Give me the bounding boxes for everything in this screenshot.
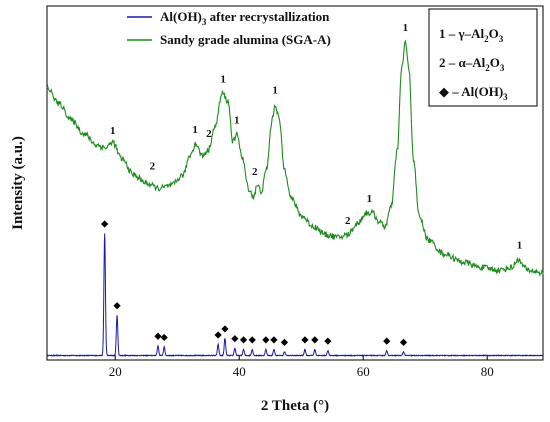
aloh3-peak-marker: [301, 336, 309, 344]
phase-key-entry: ◆ – Al(OH)3: [439, 84, 508, 102]
phase-peak-label: 1: [110, 125, 116, 137]
series-al-oh3-line: [46, 233, 544, 358]
x-tick-label: 60: [357, 364, 370, 379]
aloh3-peak-marker: [262, 336, 270, 344]
x-tick-label: 20: [109, 364, 122, 379]
phase-peak-label: 2: [345, 215, 351, 227]
phase-key-entry: 2 – α–Al2O3: [439, 55, 505, 73]
aloh3-peak-marker: [160, 333, 168, 342]
legend: Al(OH)3 after recrystallization Sandy gra…: [127, 9, 331, 47]
legend-label: Sandy grade alumina (SGA-A): [160, 32, 331, 47]
x-axis: 20 40 60 80: [109, 355, 494, 379]
phase-peak-label: 1: [403, 22, 409, 34]
legend-label: Al(OH)3 after recrystallization: [160, 9, 330, 27]
phase-peak-label: 2: [206, 128, 212, 140]
phase-key-entry: 1 – γ–Al2O3: [439, 26, 504, 44]
aloh3-peak-marker: [214, 331, 222, 339]
phase-peak-label: 2: [252, 166, 258, 178]
aloh3-peak-marker: [231, 335, 239, 343]
y-axis-title: Intensity (a.u.): [10, 136, 26, 230]
phase-peak-label: 1: [234, 114, 240, 126]
phase-peak-label: 1: [192, 124, 198, 136]
aloh3-peak-marker: [221, 325, 229, 333]
phase-peak-label: 2: [150, 161, 156, 173]
plot-frame: [46, 5, 544, 361]
x-axis-title: 2 Theta (°): [261, 398, 329, 414]
aloh3-peak-marker: [101, 220, 109, 228]
aloh3-peak-marker: [248, 336, 256, 344]
x-tick-label: 80: [481, 364, 494, 379]
x-tick-label: 40: [233, 364, 246, 379]
aloh3-peak-marker: [383, 337, 391, 345]
phase-key-box: [428, 8, 538, 107]
aloh3-peak-marker: [270, 336, 278, 344]
aloh3-peak-marker: [280, 338, 289, 346]
phase-peak-label: 1: [220, 74, 226, 86]
series-layer: [46, 39, 544, 358]
phase-peak-label: 1: [272, 84, 278, 96]
aloh3-peak-marker: [154, 332, 162, 340]
series-sga-a-line: [46, 39, 544, 277]
aloh3-peak-marker: [324, 337, 332, 345]
aloh3-peak-marker: [399, 338, 408, 346]
aloh3-peak-marker: [113, 302, 121, 310]
phase-peak-label: 1: [367, 193, 373, 205]
aloh3-peak-marker: [239, 336, 248, 344]
phase-peak-label: 1: [517, 239, 523, 251]
phase-key: 1 – γ–Al2O3 2 – α–Al2O3 ◆ – Al(OH)3: [428, 8, 538, 107]
aloh3-peak-marker: [311, 336, 319, 344]
